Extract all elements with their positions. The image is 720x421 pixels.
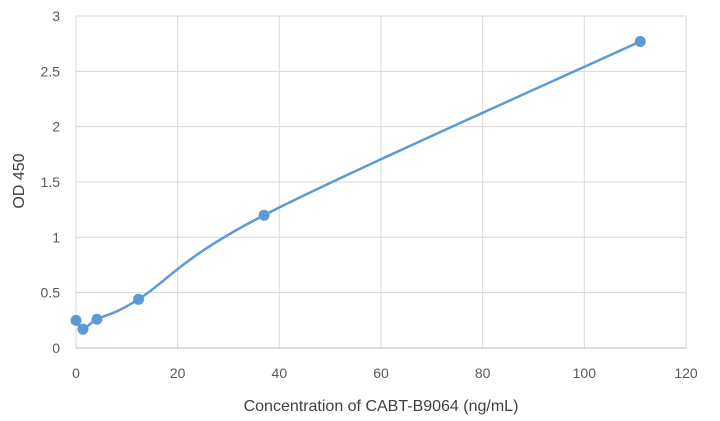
y-tick-label-4: 2 — [52, 119, 60, 135]
y-tick-label-0: 0 — [52, 340, 60, 356]
x-tick-label-1: 20 — [170, 365, 186, 381]
data-points — [70, 35, 646, 335]
y-tick-label-5: 2.5 — [41, 63, 61, 79]
y-tick-label-2: 1 — [52, 229, 60, 245]
gridlines — [75, 15, 687, 349]
x-tick-label-0: 0 — [72, 365, 80, 381]
x-tick-label-3: 60 — [373, 365, 389, 381]
y-tick-label-1: 0.5 — [41, 285, 61, 301]
data-point-3 — [133, 293, 145, 305]
y-axis-title: OD 450 — [11, 153, 28, 208]
data-point-5 — [634, 35, 646, 47]
data-point-2 — [91, 313, 103, 325]
x-tick-label-4: 80 — [475, 365, 491, 381]
y-tick-labels: 0 0.5 1 1.5 2 2.5 3 — [41, 8, 61, 356]
y-tick-label-3: 1.5 — [41, 174, 61, 190]
x-tick-label-5: 100 — [573, 365, 597, 381]
x-tick-labels: 0 20 40 60 80 100 120 — [72, 365, 698, 381]
data-point-0 — [70, 314, 82, 326]
x-axis-title: Concentration of CABT-B9064 (ng/mL) — [244, 398, 519, 415]
data-point-4 — [258, 209, 270, 221]
data-point-1 — [77, 323, 89, 335]
x-tick-label-2: 40 — [272, 365, 288, 381]
x-tick-label-6: 120 — [674, 365, 698, 381]
y-tick-label-6: 3 — [52, 8, 60, 24]
